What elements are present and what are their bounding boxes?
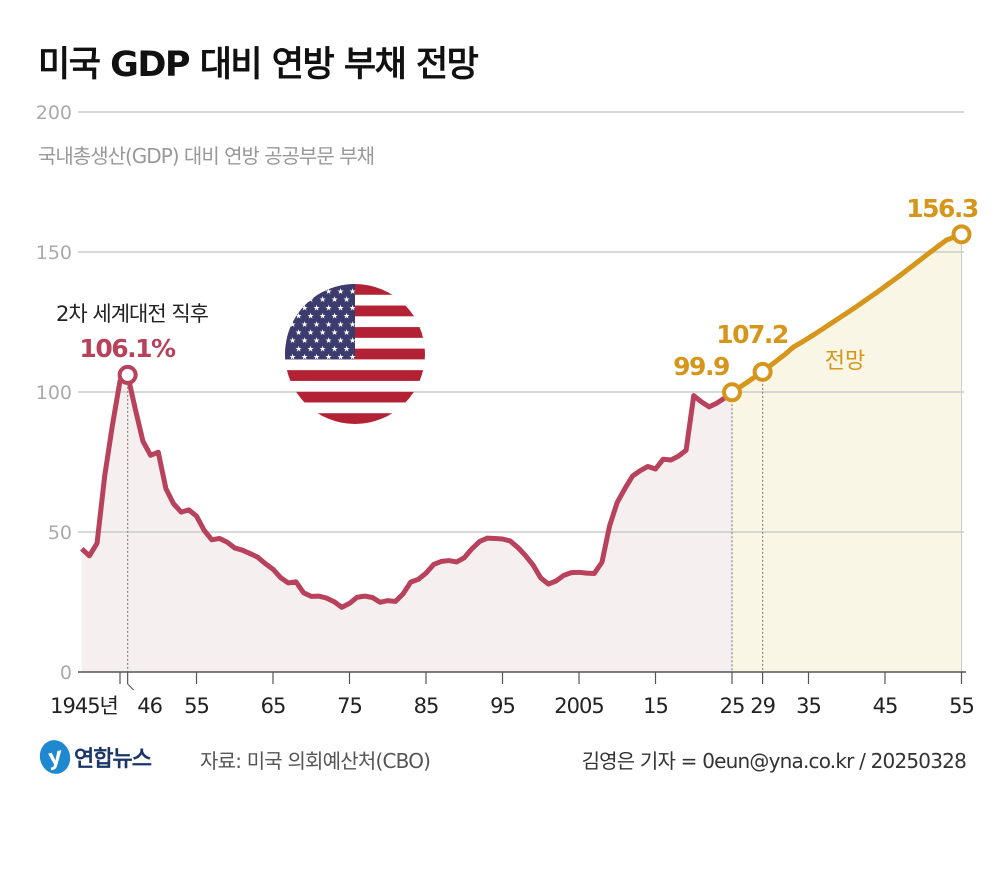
us-flag-icon: ★ ★ ★ ★ ★ ★★ ★ ★ ★ ★★ ★ ★ ★ ★ ★★ ★ ★ ★ ★★ ★ ★ ★ ★ ★★ ★ ★ ★ ★★ ★ ★ ★ ★ ★★… [285,284,425,424]
x-tick-label: 65 [261,694,286,718]
svg-text:★: ★ [313,336,320,345]
source-note: 자료: 미국 의회예산처(CBO) [200,749,431,773]
svg-text:★: ★ [301,336,308,345]
svg-text:★: ★ [307,344,314,353]
y-tick-label: 100 [36,382,72,404]
data-point-marker-2029 [752,361,773,382]
projection-label: 전망 [825,349,865,374]
svg-text:★: ★ [331,295,338,304]
svg-text:★: ★ [325,287,332,296]
svg-text:★: ★ [325,336,332,345]
x-tick-label: 45 [873,694,898,718]
annotation-caption: 2차 세계대전 직후 [56,302,209,326]
svg-text:★: ★ [289,303,296,312]
svg-text:★: ★ [307,328,314,337]
svg-text:★: ★ [289,353,296,362]
svg-text:★: ★ [337,287,344,296]
svg-text:★: ★ [331,312,338,321]
svg-text:★: ★ [295,312,302,321]
x-tick-connector [127,683,135,691]
svg-text:★: ★ [343,295,350,304]
chart-subtitle: 국내총생산(GDP) 대비 연방 공공부문 부채 [38,144,374,168]
svg-text:★: ★ [313,320,320,329]
svg-text:★: ★ [337,353,344,362]
svg-text:★: ★ [319,328,326,337]
svg-text:★: ★ [331,328,338,337]
logo-text: 연합뉴스 [74,747,152,772]
y-tick-label: 200 [36,102,72,124]
svg-text:★: ★ [349,353,356,362]
historical-line [80,372,734,610]
svg-text:★: ★ [319,295,326,304]
x-tick-label: 25 [720,694,745,718]
x-tick-label: 55 [184,694,209,718]
svg-text:★: ★ [295,328,302,337]
data-label-2029: 107.2 [716,320,788,349]
svg-text:★: ★ [343,312,350,321]
svg-text:★: ★ [319,312,326,321]
svg-text:★: ★ [337,303,344,312]
x-tick-label: 85 [414,694,439,718]
y-tick-label: 50 [48,522,72,544]
y-tick-label: 0 [60,662,72,684]
svg-text:★: ★ [331,344,338,353]
yonhap-logo: y 연합뉴스 [36,736,152,778]
svg-text:★: ★ [319,344,326,353]
projection-area [732,234,962,673]
svg-text:★: ★ [349,336,356,345]
svg-text:★: ★ [313,303,320,312]
x-tick-label: 55 [949,694,974,718]
svg-text:★: ★ [301,287,308,296]
x-tick-label: 75 [337,694,362,718]
x-tick-label: 1945년 [50,694,118,718]
svg-text:★: ★ [325,353,332,362]
svg-text:★: ★ [289,287,296,296]
svg-text:★: ★ [301,320,308,329]
x-tick-label: 95 [490,694,515,718]
svg-text:★: ★ [325,320,332,329]
svg-text:★: ★ [325,303,332,312]
chart-title: 미국 GDP 대비 연방 부채 전망 [38,45,479,85]
svg-text:★: ★ [289,320,296,329]
svg-text:★: ★ [343,328,350,337]
svg-text:★: ★ [289,336,296,345]
yonhap-logo-icon: y [36,736,74,778]
y-tick-label: 150 [36,242,72,264]
x-tick-label: 29 [750,694,775,718]
svg-text:★: ★ [349,320,356,329]
x-tick-label: 15 [643,694,668,718]
data-label-1946: 106.1% [79,334,176,363]
svg-text:★: ★ [337,336,344,345]
svg-text:★: ★ [295,344,302,353]
data-point-marker-2025 [722,382,742,403]
x-tick-label: 46 [137,694,162,718]
historical-area [81,374,732,672]
data-point-marker-2055 [951,224,972,245]
credit-note: 김영은 기자 = 0eun@yna.co.kr / 20250328 [581,749,967,773]
svg-text:★: ★ [307,312,314,321]
data-point-marker-1946 [117,364,138,385]
svg-text:★: ★ [295,295,302,304]
svg-text:★: ★ [343,344,350,353]
svg-text:★: ★ [301,353,308,362]
svg-text:★: ★ [337,320,344,329]
x-tick-label: 35 [796,694,821,718]
svg-text:★: ★ [349,303,356,312]
data-label-2025: 99.9 [673,352,729,381]
x-tick-label: 2005 [554,694,603,718]
svg-text:★: ★ [313,353,320,362]
svg-text:★: ★ [301,303,308,312]
svg-text:★: ★ [349,287,356,296]
data-label-2055: 156.3 [906,194,978,223]
